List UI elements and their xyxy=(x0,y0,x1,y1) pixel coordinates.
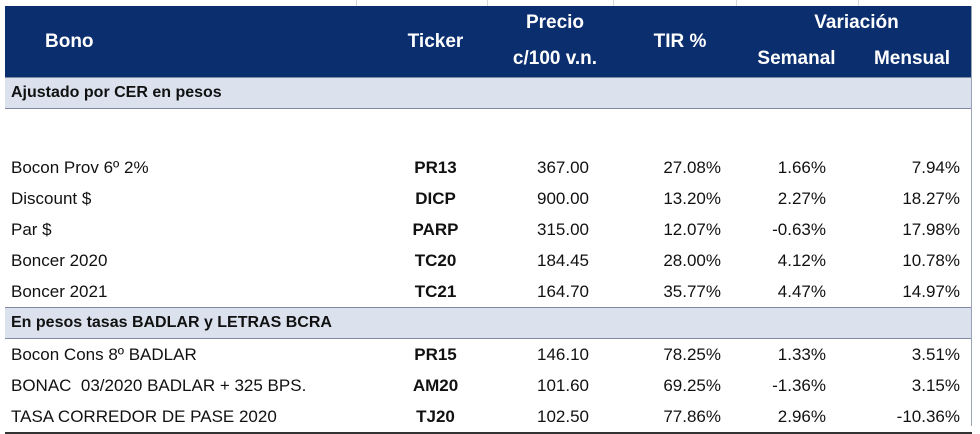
cell-bono: Bocon Prov 6º 2% xyxy=(11,157,149,177)
cell-bono: Boncer 2020 xyxy=(11,250,108,270)
cell-precio: 164.70 xyxy=(537,281,589,301)
table-body: Ajustado por CER en pesos Bocon Prov 6º … xyxy=(5,77,972,434)
cell-precio: 101.60 xyxy=(537,375,589,395)
cell-bono: Boncer 2021 xyxy=(11,281,108,301)
cell-ticker: DICP xyxy=(415,188,456,208)
header-bono: Bono xyxy=(5,6,380,78)
header-tir: TIR % xyxy=(619,6,741,78)
cell-mensual: 18.27% xyxy=(902,188,960,208)
table-row: TASA CORREDOR DE PASE 2020 TJ20 102.50 7… xyxy=(5,401,972,434)
section-row: En pesos tasas BADLAR y LETRAS BCRA xyxy=(5,307,972,339)
cell-ticker: PARP xyxy=(412,219,459,239)
cell-bono: Par $ xyxy=(11,219,52,239)
cell-mensual: 17.98% xyxy=(902,219,960,239)
cell-ticker: PR15 xyxy=(414,344,457,364)
cell-mensual: 7.94% xyxy=(911,157,960,177)
cell-precio: 315.00 xyxy=(537,219,589,239)
section-title: Ajustado por CER en pesos xyxy=(5,77,972,109)
cell-tir: 13.20% xyxy=(663,188,721,208)
table-header: Bono Ticker Precio TIR % Variación c/100… xyxy=(5,6,972,78)
cell-tir: 35.77% xyxy=(663,281,721,301)
cell-mensual: -10.36% xyxy=(852,401,972,434)
header-ticker: Ticker xyxy=(380,6,491,78)
section-row: Ajustado por CER en pesos xyxy=(5,77,972,109)
cell-bono: BONAC 03/2020 BADLAR + 325 BPS. xyxy=(11,375,307,395)
table-right-border xyxy=(971,6,972,426)
header-precio-line1: Precio xyxy=(491,6,619,40)
cell-precio: 367.00 xyxy=(537,157,589,177)
table-row: Discount $ DICP 900.00 13.20% 2.27% 18.2… xyxy=(5,183,972,214)
cell-mensual: 14.97% xyxy=(902,281,960,301)
cell-tir: 27.08% xyxy=(663,157,721,177)
cell-tir: 12.07% xyxy=(663,219,721,239)
table-row: Boncer 2020 TC20 184.45 28.00% 4.12% 10.… xyxy=(5,245,972,276)
header-precio-line2: c/100 v.n. xyxy=(491,40,619,78)
cell-tir: 78.25% xyxy=(663,344,721,364)
cell-ticker: TJ20 xyxy=(380,401,491,434)
cell-mensual: 3.51% xyxy=(911,344,960,364)
table-row: BONAC 03/2020 BADLAR + 325 BPS. AM20 101… xyxy=(5,370,972,401)
section-title: En pesos tasas BADLAR y LETRAS BCRA xyxy=(5,307,972,339)
cell-semanal: -0.63% xyxy=(772,219,826,239)
cell-semanal: 2.27% xyxy=(777,188,826,208)
cell-semanal: 1.66% xyxy=(777,157,826,177)
cell-semanal: -1.36% xyxy=(772,375,826,395)
cell-mensual: 3.15% xyxy=(911,375,960,395)
cell-ticker: AM20 xyxy=(412,375,459,395)
cell-precio: 900.00 xyxy=(537,188,589,208)
cell-ticker: PR13 xyxy=(414,157,457,177)
cell-semanal: 1.33% xyxy=(777,344,826,364)
cell-bono: Discount $ xyxy=(11,188,92,208)
bond-table: Bono Ticker Precio TIR % Variación c/100… xyxy=(5,6,972,434)
cell-precio: 146.10 xyxy=(537,344,589,364)
cell-tir: 28.00% xyxy=(663,250,721,270)
table-row: Bocon Cons 8º BADLAR PR15 146.10 78.25% … xyxy=(5,339,972,371)
cell-bono: TASA CORREDOR DE PASE 2020 xyxy=(5,401,380,434)
table-row: Bocon Prov 6º 2% PR13 367.00 27.08% 1.66… xyxy=(5,152,972,183)
cell-semanal: 4.47% xyxy=(777,281,826,301)
cell-semanal: 4.12% xyxy=(777,250,826,270)
cell-tir: 69.25% xyxy=(663,375,721,395)
cell-tir: 77.86% xyxy=(619,401,741,434)
cell-precio: 102.50 xyxy=(491,401,619,434)
table-row: Par $ PARP 315.00 12.07% -0.63% 17.98% xyxy=(5,214,972,245)
header-mensual: Mensual xyxy=(852,40,972,78)
cell-precio: 184.45 xyxy=(537,250,589,270)
header-semanal: Semanal xyxy=(741,40,852,78)
header-variacion: Variación xyxy=(741,6,972,40)
cell-semanal: 2.96% xyxy=(741,401,852,434)
cell-bono: Bocon Cons 8º BADLAR xyxy=(11,344,197,364)
cell-mensual: 10.78% xyxy=(902,250,960,270)
table-row: Boncer 2021 TC21 164.70 35.77% 4.47% 14.… xyxy=(5,276,972,308)
cell-ticker: TC21 xyxy=(414,281,457,301)
column-gridlines xyxy=(0,0,980,6)
cell-ticker: TC20 xyxy=(414,250,457,270)
spacer-row xyxy=(5,109,972,153)
